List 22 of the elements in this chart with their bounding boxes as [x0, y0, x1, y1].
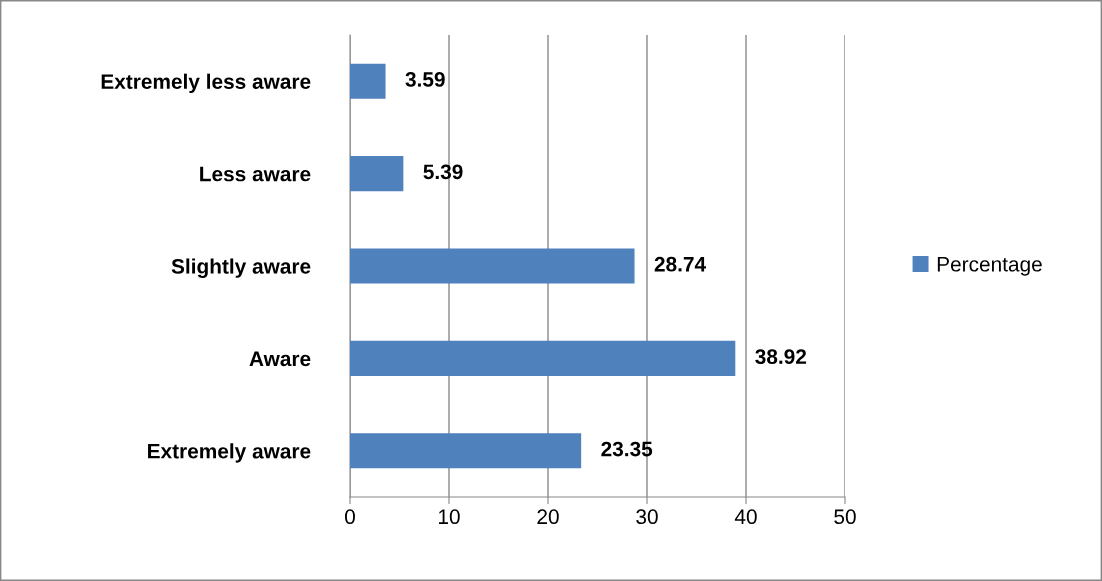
x-tick-label: 30 — [636, 509, 658, 525]
bar — [350, 433, 582, 469]
y-tick-label: Extremely aware — [148, 443, 311, 463]
x-tick-label: 0 — [345, 509, 355, 525]
x-tick-label: 40 — [734, 509, 757, 525]
y-tick-label: Slightly aware — [171, 258, 311, 278]
bar — [350, 156, 404, 192]
y-tick-label: Aware — [249, 351, 311, 367]
legend-label: Percentage — [937, 257, 1042, 276]
x-tick-label: 10 — [439, 509, 460, 525]
x-tick-label: 50 — [834, 509, 856, 525]
bar — [350, 340, 736, 376]
data-label: 23.35 — [601, 441, 653, 457]
data-label: 38.92 — [755, 349, 807, 365]
y-tick-label: Less aware — [200, 166, 311, 182]
bar — [350, 63, 386, 99]
bar — [350, 248, 635, 284]
y-tick-label: Extremely less aware — [101, 73, 311, 94]
data-label: 28.74 — [654, 256, 706, 272]
data-label: 5.39 — [423, 164, 463, 180]
data-label: 3.59 — [405, 72, 445, 87]
x-tick-label: 20 — [537, 509, 559, 525]
